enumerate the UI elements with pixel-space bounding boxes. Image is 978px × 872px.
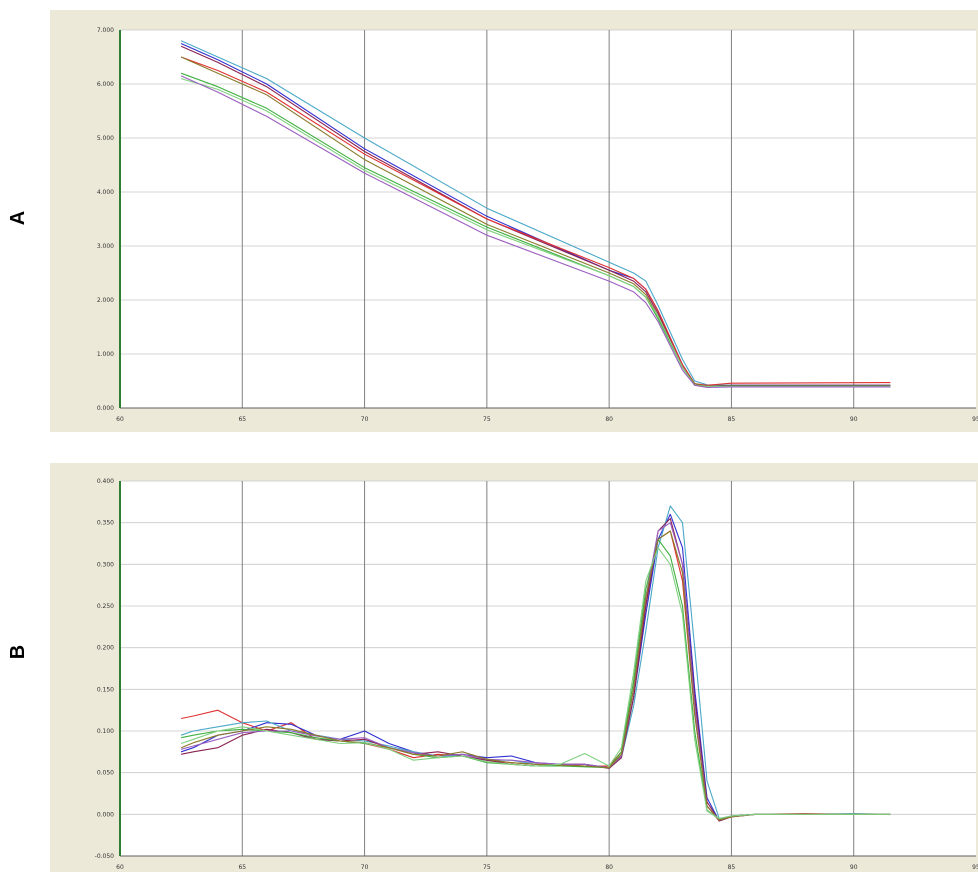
panel-label-b: B <box>8 642 28 662</box>
y-tick-label: 0.100 <box>97 728 114 735</box>
y-tick-label: 0.150 <box>97 686 114 693</box>
x-tick-label: 65 <box>238 864 246 871</box>
x-tick-label: 95 <box>972 864 978 871</box>
x-tick-label: 80 <box>605 864 613 871</box>
x-tick-label: 60 <box>116 864 124 871</box>
y-tick-label: -0.050 <box>95 853 115 860</box>
y-tick-label: 1.000 <box>97 351 114 358</box>
y-tick-label: 2.000 <box>97 297 114 304</box>
x-tick-label: 95 <box>972 416 978 423</box>
x-tick-label: 70 <box>361 416 369 423</box>
y-tick-label: 0.050 <box>97 770 114 777</box>
y-tick-label: 0.200 <box>97 645 114 652</box>
x-tick-label: 70 <box>361 864 369 871</box>
y-tick-label: 0.000 <box>97 405 114 412</box>
x-tick-label: 90 <box>850 416 858 423</box>
x-tick-label: 80 <box>605 416 613 423</box>
x-tick-label: 75 <box>483 864 491 871</box>
chart-panel-b: -0.050 0.000 0.050 0.100 0.150 0.200 0.250 0.30… <box>50 463 978 872</box>
y-tick-label: 0.000 <box>97 811 114 818</box>
y-tick-label: 4.000 <box>97 189 114 196</box>
y-tick-label: 6.000 <box>97 81 114 88</box>
panel-label-a: A <box>8 208 28 228</box>
y-tick-label: 0.350 <box>97 520 114 527</box>
y-tick-label: 0.400 <box>97 478 114 485</box>
y-tick-label: 7.000 <box>97 27 114 34</box>
y-tick-label: 0.250 <box>97 603 114 610</box>
chart-panel-a: 0.000 1.000 2.000 3.000 4.000 5.000 6.000 7.000… <box>50 10 978 432</box>
melt-curve-chart: 0.000 1.000 2.000 3.000 4.000 5.000 6.000 7.000… <box>50 10 978 432</box>
y-tick-label: 0.300 <box>97 561 114 568</box>
x-tick-label: 75 <box>483 416 491 423</box>
plot-area <box>120 481 976 856</box>
x-tick-label: 90 <box>850 864 858 871</box>
y-tick-label: 5.000 <box>97 135 114 142</box>
x-tick-label: 85 <box>728 864 736 871</box>
melt-derivative-chart: -0.050 0.000 0.050 0.100 0.150 0.200 0.250 0.30… <box>50 463 978 872</box>
x-tick-label: 60 <box>116 416 124 423</box>
x-tick-label: 85 <box>728 416 736 423</box>
y-tick-label: 3.000 <box>97 243 114 250</box>
x-tick-label: 65 <box>238 416 246 423</box>
